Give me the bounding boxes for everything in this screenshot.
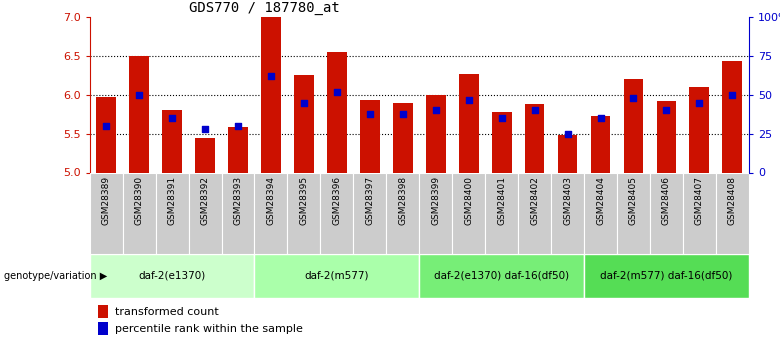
Bar xyxy=(485,172,518,254)
Bar xyxy=(623,79,644,172)
Bar xyxy=(327,52,347,172)
Bar xyxy=(558,135,577,172)
Bar xyxy=(393,103,413,172)
Bar xyxy=(551,172,584,254)
Bar xyxy=(228,127,248,172)
Bar xyxy=(590,116,611,172)
Text: GSM28395: GSM28395 xyxy=(300,176,308,225)
Text: GSM28400: GSM28400 xyxy=(464,176,473,225)
Point xyxy=(495,115,508,121)
Point xyxy=(166,115,179,121)
Bar xyxy=(98,305,108,318)
Text: GSM28398: GSM28398 xyxy=(399,176,407,225)
Text: GSM28397: GSM28397 xyxy=(365,176,374,225)
Bar xyxy=(525,104,544,172)
Point xyxy=(100,123,112,129)
Bar xyxy=(584,172,617,254)
Text: GSM28396: GSM28396 xyxy=(332,176,342,225)
Point xyxy=(396,111,409,116)
Point xyxy=(232,123,244,129)
Bar xyxy=(353,172,386,254)
Text: GSM28393: GSM28393 xyxy=(233,176,243,225)
Point xyxy=(660,108,672,113)
Bar xyxy=(98,322,108,335)
Bar xyxy=(129,56,149,172)
Text: GSM28394: GSM28394 xyxy=(267,176,275,225)
Bar xyxy=(386,172,420,254)
Text: GSM28407: GSM28407 xyxy=(695,176,704,225)
Text: GSM28403: GSM28403 xyxy=(563,176,572,225)
Bar xyxy=(683,172,716,254)
Point xyxy=(331,89,343,95)
Point xyxy=(562,131,574,136)
Point xyxy=(594,115,607,121)
Point xyxy=(264,73,277,79)
Text: daf-2(m577) daf-16(df50): daf-2(m577) daf-16(df50) xyxy=(601,271,732,281)
Bar xyxy=(650,172,683,254)
Bar xyxy=(222,172,254,254)
Bar xyxy=(321,172,353,254)
Point xyxy=(627,95,640,101)
Point xyxy=(363,111,376,116)
Bar xyxy=(90,172,122,254)
Point xyxy=(430,108,442,113)
Point xyxy=(528,108,541,113)
Point xyxy=(726,92,739,98)
Bar xyxy=(716,172,749,254)
Point xyxy=(133,92,145,98)
Text: percentile rank within the sample: percentile rank within the sample xyxy=(115,324,303,334)
Bar xyxy=(122,172,156,254)
Text: GSM28406: GSM28406 xyxy=(662,176,671,225)
Point xyxy=(463,97,475,102)
Text: GSM28404: GSM28404 xyxy=(596,176,605,225)
Bar xyxy=(491,112,512,172)
Bar xyxy=(584,254,749,298)
Text: daf-2(e1370): daf-2(e1370) xyxy=(139,271,206,281)
Point xyxy=(693,100,706,106)
Bar xyxy=(420,172,452,254)
Text: GSM28405: GSM28405 xyxy=(629,176,638,225)
Text: GSM28391: GSM28391 xyxy=(168,176,176,225)
Bar xyxy=(420,254,584,298)
Bar xyxy=(617,172,650,254)
Text: daf-2(m577): daf-2(m577) xyxy=(305,271,369,281)
Point xyxy=(199,126,211,132)
Bar xyxy=(426,95,445,172)
Bar xyxy=(722,61,743,172)
Bar xyxy=(287,172,321,254)
Bar xyxy=(195,138,215,172)
Text: GSM28390: GSM28390 xyxy=(135,176,144,225)
Bar xyxy=(360,100,380,172)
Text: genotype/variation ▶: genotype/variation ▶ xyxy=(4,271,107,281)
Text: GSM28392: GSM28392 xyxy=(200,176,210,225)
Text: GSM28408: GSM28408 xyxy=(728,176,737,225)
Bar xyxy=(162,110,182,172)
Bar xyxy=(657,101,676,172)
Bar xyxy=(254,254,420,298)
Bar xyxy=(459,74,479,172)
Text: daf-2(e1370) daf-16(df50): daf-2(e1370) daf-16(df50) xyxy=(434,271,569,281)
Bar xyxy=(294,76,314,172)
Bar xyxy=(96,97,116,172)
Bar xyxy=(90,254,254,298)
Bar xyxy=(518,172,551,254)
Bar xyxy=(189,172,222,254)
Bar xyxy=(261,17,281,172)
Text: GSM28389: GSM28389 xyxy=(101,176,111,225)
Text: transformed count: transformed count xyxy=(115,307,219,316)
Bar xyxy=(254,172,287,254)
Point xyxy=(298,100,310,106)
Bar xyxy=(690,87,709,172)
Bar xyxy=(156,172,189,254)
Text: GSM28399: GSM28399 xyxy=(431,176,440,225)
Text: GSM28401: GSM28401 xyxy=(497,176,506,225)
Text: GDS770 / 187780_at: GDS770 / 187780_at xyxy=(189,1,339,15)
Bar xyxy=(452,172,485,254)
Text: GSM28402: GSM28402 xyxy=(530,176,539,225)
